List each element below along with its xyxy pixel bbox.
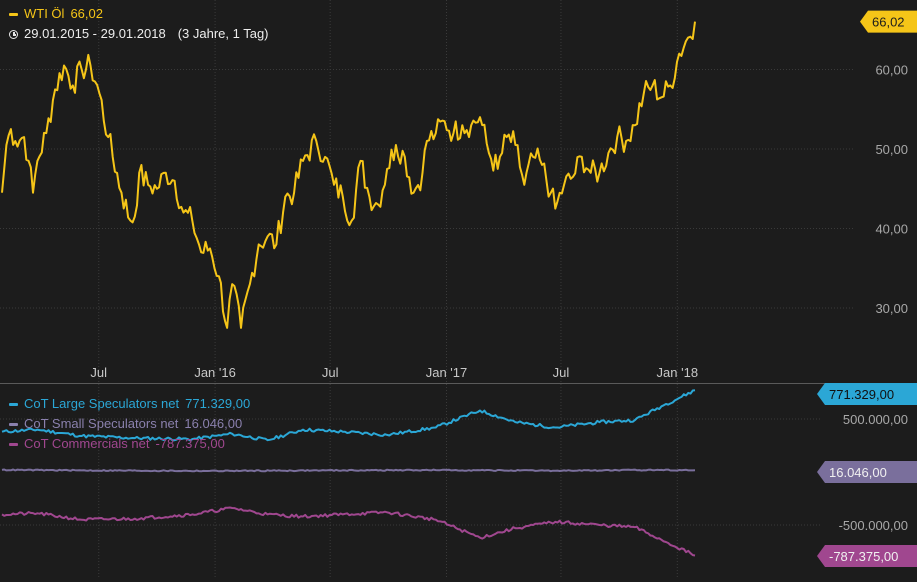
wti-legend-swatch [9, 12, 18, 16]
cot-legend-commercials-swatch [9, 442, 18, 446]
cot-legend-small-label: CoT Small Speculators net [24, 416, 179, 431]
period-label: (3 Jahre, 1 Tag) [177, 26, 269, 41]
x-tick-label: Jan '16 [194, 365, 236, 380]
cot-legend-commercials[interactable]: CoT Commercials net -787.375,00 [9, 434, 250, 454]
cot-y-tick-label: -500.000,00 [839, 518, 908, 533]
wti-price-line [1, 21, 696, 329]
cot-legend-small-value: 16.046,00 [184, 416, 243, 431]
cot-legend-large-label: CoT Large Speculators net [24, 396, 180, 411]
cot-commercials-line [1, 506, 696, 557]
cot-legend-large-value: 771.329,00 [185, 396, 251, 411]
wti-legend[interactable]: WTI Öl 66,02 [9, 6, 269, 22]
wti-last-value-tag: 66,02 [860, 10, 917, 33]
cot-large-speculators-line [1, 389, 696, 442]
cot-small-last-value-tag-text: 16.046,00 [829, 465, 887, 480]
y-tick-label: 30,00 [875, 301, 908, 316]
cot-y-tick-label: 500.000,00 [843, 412, 908, 427]
wti-last-value-tag-shape [860, 10, 917, 33]
wti-legend-value: 66,02 [70, 6, 103, 21]
cot-legend-commercials-value: -787.375,00 [155, 436, 225, 451]
clock-icon [9, 29, 18, 39]
x-tick-label: Jul [553, 365, 570, 380]
cot-legend: CoT Large Speculators net 771.329,00 CoT… [9, 394, 250, 454]
cot-legend-commercials-label: CoT Commercials net [24, 436, 150, 451]
y-tick-label: 60,00 [875, 63, 908, 78]
x-tick-label: Jan '18 [657, 365, 699, 380]
y-tick-label: 50,00 [875, 142, 908, 157]
cot-legend-small-swatch [9, 422, 18, 426]
cot-small-last-value-tag: 16.046,00 [817, 461, 917, 483]
cot-small-last-value-tag-shape [817, 461, 917, 483]
cot-small-speculators-line [1, 468, 696, 473]
y-tick-label: 40,00 [875, 222, 908, 237]
x-tick-label: Jan '17 [426, 365, 468, 380]
cot-large-last-value-tag: 771.329,00 [817, 383, 917, 405]
x-tick-label: Jul [322, 365, 339, 380]
cot-legend-large[interactable]: CoT Large Speculators net 771.329,00 [9, 394, 250, 414]
cot-commercials-last-value-tag: -787.375,00 [817, 545, 917, 567]
cot-legend-large-swatch [9, 402, 18, 406]
x-tick-label: Jul [90, 365, 107, 380]
wti-last-value-tag-text: 66,02 [872, 15, 905, 30]
cot-commercials-last-value-tag-text: -787.375,00 [829, 549, 898, 564]
date-range: 29.01.2015 - 29.01.2018 [24, 26, 166, 41]
period-info: 29.01.2015 - 29.01.2018 (3 Jahre, 1 Tag) [9, 26, 269, 42]
cot-commercials-last-value-tag-shape [817, 545, 917, 567]
cot-large-last-value-tag-text: 771.329,00 [829, 387, 894, 402]
cot-legend-small[interactable]: CoT Small Speculators net 16.046,00 [9, 414, 250, 434]
chart-header: WTI Öl 66,02 29.01.2015 - 29.01.2018 (3 … [9, 6, 269, 42]
wti-legend-label: WTI Öl [24, 6, 65, 21]
cot-large-last-value-tag-shape [817, 383, 917, 405]
